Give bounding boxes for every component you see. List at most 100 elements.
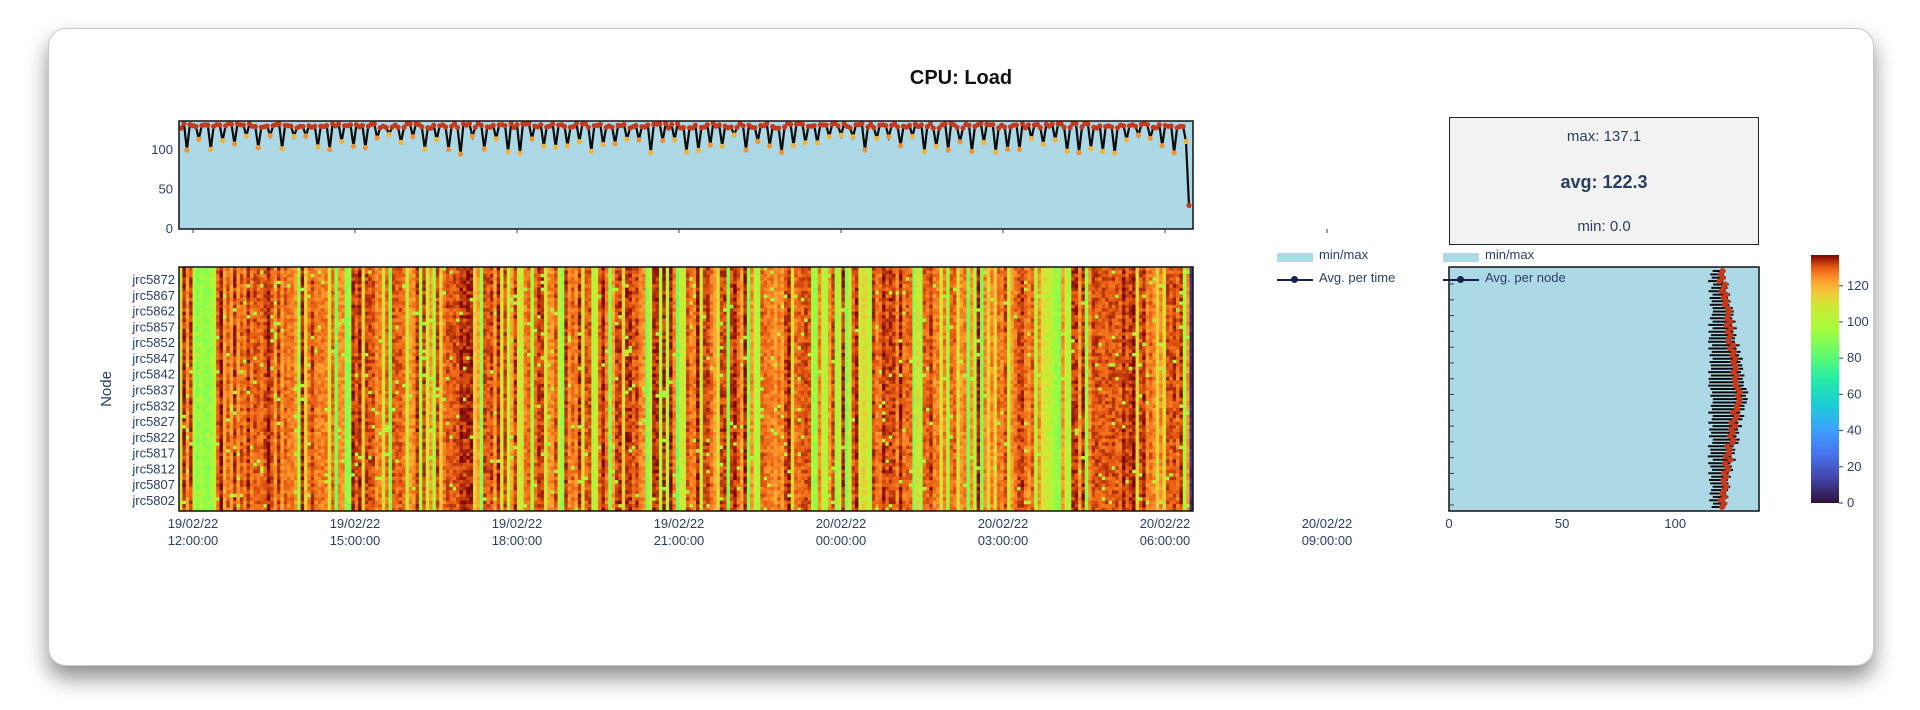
legend-node[interactable]: min/max Avg. per node [1443, 245, 1603, 291]
colorbar-tick-label: 120 [1847, 278, 1869, 293]
avg-point [871, 125, 877, 131]
legend-item-minmax[interactable]: min/max [1277, 245, 1437, 268]
avg-point [562, 123, 568, 130]
avg-point [645, 122, 651, 128]
avg-point [1067, 124, 1073, 131]
avg-point [371, 121, 377, 127]
avg-point [1186, 202, 1192, 208]
node-tick-label: jrc5837 [131, 383, 175, 398]
avg-point [541, 143, 547, 149]
node-tick-label: jrc5847 [131, 351, 175, 366]
avg-point [648, 150, 654, 156]
avg-point [457, 151, 464, 157]
node-avg-point [1725, 466, 1732, 473]
avg-point [362, 145, 368, 151]
avg-point [422, 146, 428, 152]
avg-point [895, 124, 901, 130]
avg-point [740, 123, 746, 129]
avg-point [514, 122, 520, 128]
avg-point [573, 120, 580, 126]
avg-point [776, 125, 782, 131]
legend-item-avg-time[interactable]: Avg. per time [1277, 268, 1437, 291]
avg-point [799, 121, 806, 127]
avg-point [868, 121, 874, 127]
node-tick-label: jrc5802 [131, 493, 175, 508]
node-avg-point [1732, 416, 1739, 423]
avg-point [228, 121, 235, 127]
avg-point [220, 138, 226, 144]
legend-time[interactable]: min/max Avg. per time [1277, 245, 1437, 291]
avg-point [288, 123, 294, 129]
chart-title: CPU: Load [49, 67, 1873, 90]
avg-point [1061, 124, 1067, 130]
node-avg-point [1716, 278, 1723, 285]
stat-avg: avg: 122.3 [1450, 172, 1758, 193]
avg-point [264, 123, 270, 129]
avg-point [597, 121, 603, 127]
avg-point [704, 122, 710, 128]
avg-point [1025, 122, 1031, 128]
avg-point [267, 133, 273, 139]
avg-point [386, 131, 392, 138]
colorbar-tick-label: 0 [1847, 495, 1854, 510]
avg-point [1064, 148, 1070, 154]
avg-point [502, 123, 508, 129]
avg-point [1085, 121, 1091, 127]
node-avg-point [1734, 406, 1741, 413]
y-tick-label: 50 [159, 182, 173, 197]
legend-item-minmax[interactable]: min/max [1443, 245, 1603, 268]
avg-point [231, 141, 238, 147]
avg-point [886, 134, 892, 140]
avg-point [782, 124, 788, 130]
node-avg-point [1722, 453, 1729, 460]
avg-point [1028, 135, 1034, 142]
avg-point [490, 122, 496, 128]
x-tick-date: 20/02/22 [1302, 516, 1353, 531]
avg-point [981, 139, 987, 146]
avg-point [767, 143, 773, 149]
avg-point [942, 121, 948, 127]
avg-point [743, 147, 749, 153]
avg-point [1112, 150, 1118, 156]
avg-point [1013, 122, 1020, 128]
stat-max: max: 137.1 [1450, 128, 1758, 145]
avg-point [838, 132, 844, 138]
avg-point [276, 121, 282, 127]
heatmap-frame [178, 266, 1194, 512]
avg-point [663, 121, 669, 127]
node-avg-point [1727, 456, 1734, 463]
node-avg-point [1729, 439, 1736, 446]
avg-point [478, 122, 484, 128]
node-avg-point [1721, 493, 1728, 500]
avg-point [508, 121, 514, 127]
avg-point [398, 139, 404, 145]
x-tick-time: 00:00:00 [816, 533, 867, 548]
avg-point [680, 124, 687, 131]
stat-min: min: 0.0 [1450, 218, 1758, 235]
avg-point [472, 124, 478, 130]
avg-point [1040, 141, 1046, 147]
avg-point [1016, 146, 1023, 152]
avg-point [978, 121, 984, 127]
y-tick-label: 0 [166, 221, 173, 236]
node-avg-point [1732, 423, 1739, 430]
avg-point [193, 123, 199, 130]
colorbar [1811, 255, 1839, 503]
avg-point [1147, 135, 1153, 141]
node-tick-label: jrc5832 [131, 398, 175, 413]
avg-point [184, 147, 190, 153]
avg-point [374, 135, 380, 141]
avg-point [336, 121, 342, 127]
avg-point [588, 148, 594, 154]
avg-point [1100, 148, 1106, 154]
avg-point [401, 124, 407, 130]
avg-point [347, 122, 354, 128]
legend-label: Avg. per node [1485, 270, 1566, 285]
legend-item-avg-node[interactable]: Avg. per node [1443, 268, 1603, 291]
node-tick-label: jrc5817 [131, 446, 175, 461]
avg-point [788, 121, 794, 127]
avg-point [898, 143, 904, 149]
avg-point [906, 122, 913, 128]
x-tick-date: 19/02/22 [330, 516, 381, 531]
colorbar-tick-label: 100 [1847, 314, 1869, 329]
